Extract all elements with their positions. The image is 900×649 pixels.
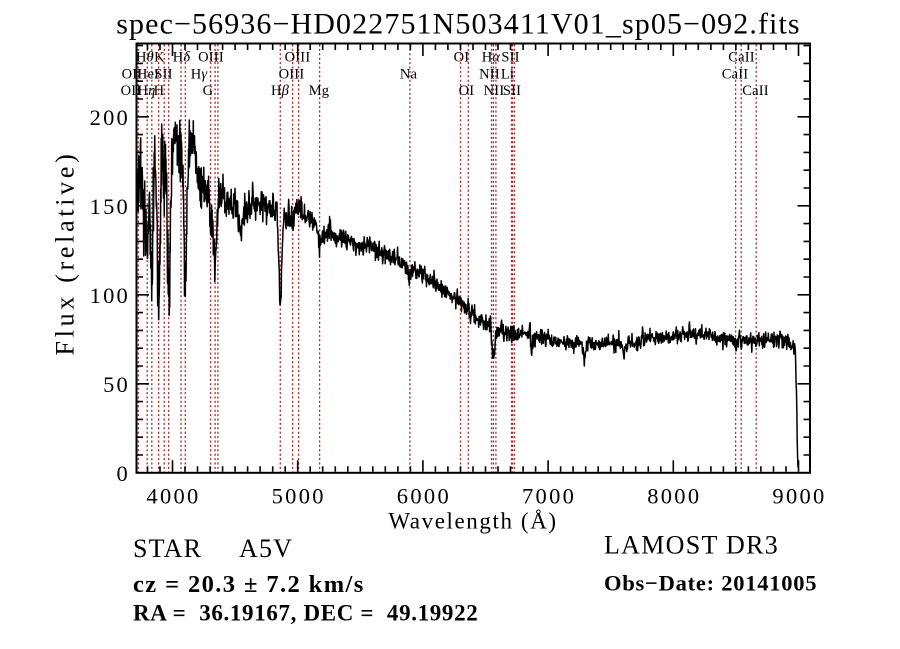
svg-text:NII: NII	[479, 67, 500, 83]
svg-text:5000: 5000	[272, 484, 326, 509]
svg-text:G: G	[203, 83, 214, 99]
svg-text:SII: SII	[154, 67, 172, 83]
svg-text:SII: SII	[503, 83, 521, 99]
svg-text:Li: Li	[501, 67, 514, 83]
svg-text:H: H	[154, 83, 165, 99]
svg-text:NII: NII	[484, 83, 505, 99]
svg-text:Hγ: Hγ	[191, 67, 209, 83]
svg-text:Na: Na	[400, 67, 418, 83]
svg-text:Flux (relative): Flux (relative)	[51, 151, 80, 356]
svg-text:K: K	[154, 50, 165, 66]
svg-text:OIII: OIII	[285, 50, 311, 66]
svg-text:Hη: Hη	[137, 83, 155, 99]
svg-text:8000: 8000	[647, 484, 701, 509]
svg-text:Hθ: Hθ	[136, 50, 154, 66]
svg-text:OIII: OIII	[279, 67, 305, 83]
svg-text:A5V: A5V	[239, 534, 293, 563]
svg-text:CaII: CaII	[722, 67, 749, 83]
svg-text:Hδ: Hδ	[173, 50, 191, 66]
svg-text:7000: 7000	[522, 484, 576, 509]
svg-text:cz = 20.3 ± 7.2 km/s: cz = 20.3 ± 7.2 km/s	[133, 571, 365, 598]
svg-text:4000: 4000	[146, 484, 200, 509]
svg-text:200: 200	[90, 105, 130, 130]
svg-text:OIII: OIII	[198, 50, 224, 66]
svg-text:50: 50	[103, 372, 130, 397]
svg-text:Hα: Hα	[482, 50, 501, 66]
svg-text:Hβ: Hβ	[271, 83, 290, 99]
svg-text:LAMOST DR3: LAMOST DR3	[604, 531, 779, 560]
svg-text:Obs−Date: 20141005: Obs−Date: 20141005	[604, 571, 817, 596]
svg-text:Mg: Mg	[309, 83, 330, 99]
svg-text:STAR: STAR	[133, 534, 202, 563]
svg-text:CaII: CaII	[742, 83, 769, 99]
svg-text:0: 0	[117, 461, 130, 486]
svg-text:9000: 9000	[772, 484, 826, 509]
svg-text:OI: OI	[459, 83, 475, 99]
svg-text:6000: 6000	[397, 484, 451, 509]
svg-text:100: 100	[90, 283, 130, 308]
svg-text:Wavelength (Å): Wavelength (Å)	[388, 509, 557, 534]
svg-text:RA = 36.19167, DEC = 49.1992: RA = 36.19167, DEC = 49.19922	[133, 601, 478, 626]
svg-text:CaII: CaII	[728, 50, 755, 66]
svg-text:HeI: HeI	[137, 67, 159, 83]
svg-text:SII: SII	[501, 50, 519, 66]
svg-text:OII: OII	[122, 67, 143, 83]
svg-text:150: 150	[90, 194, 130, 219]
svg-text:spec−56936−HD022751N503411V01_: spec−56936−HD022751N503411V01_sp05−092.f…	[116, 8, 800, 41]
svg-text:OII: OII	[121, 83, 142, 99]
svg-text:OI: OI	[454, 50, 470, 66]
